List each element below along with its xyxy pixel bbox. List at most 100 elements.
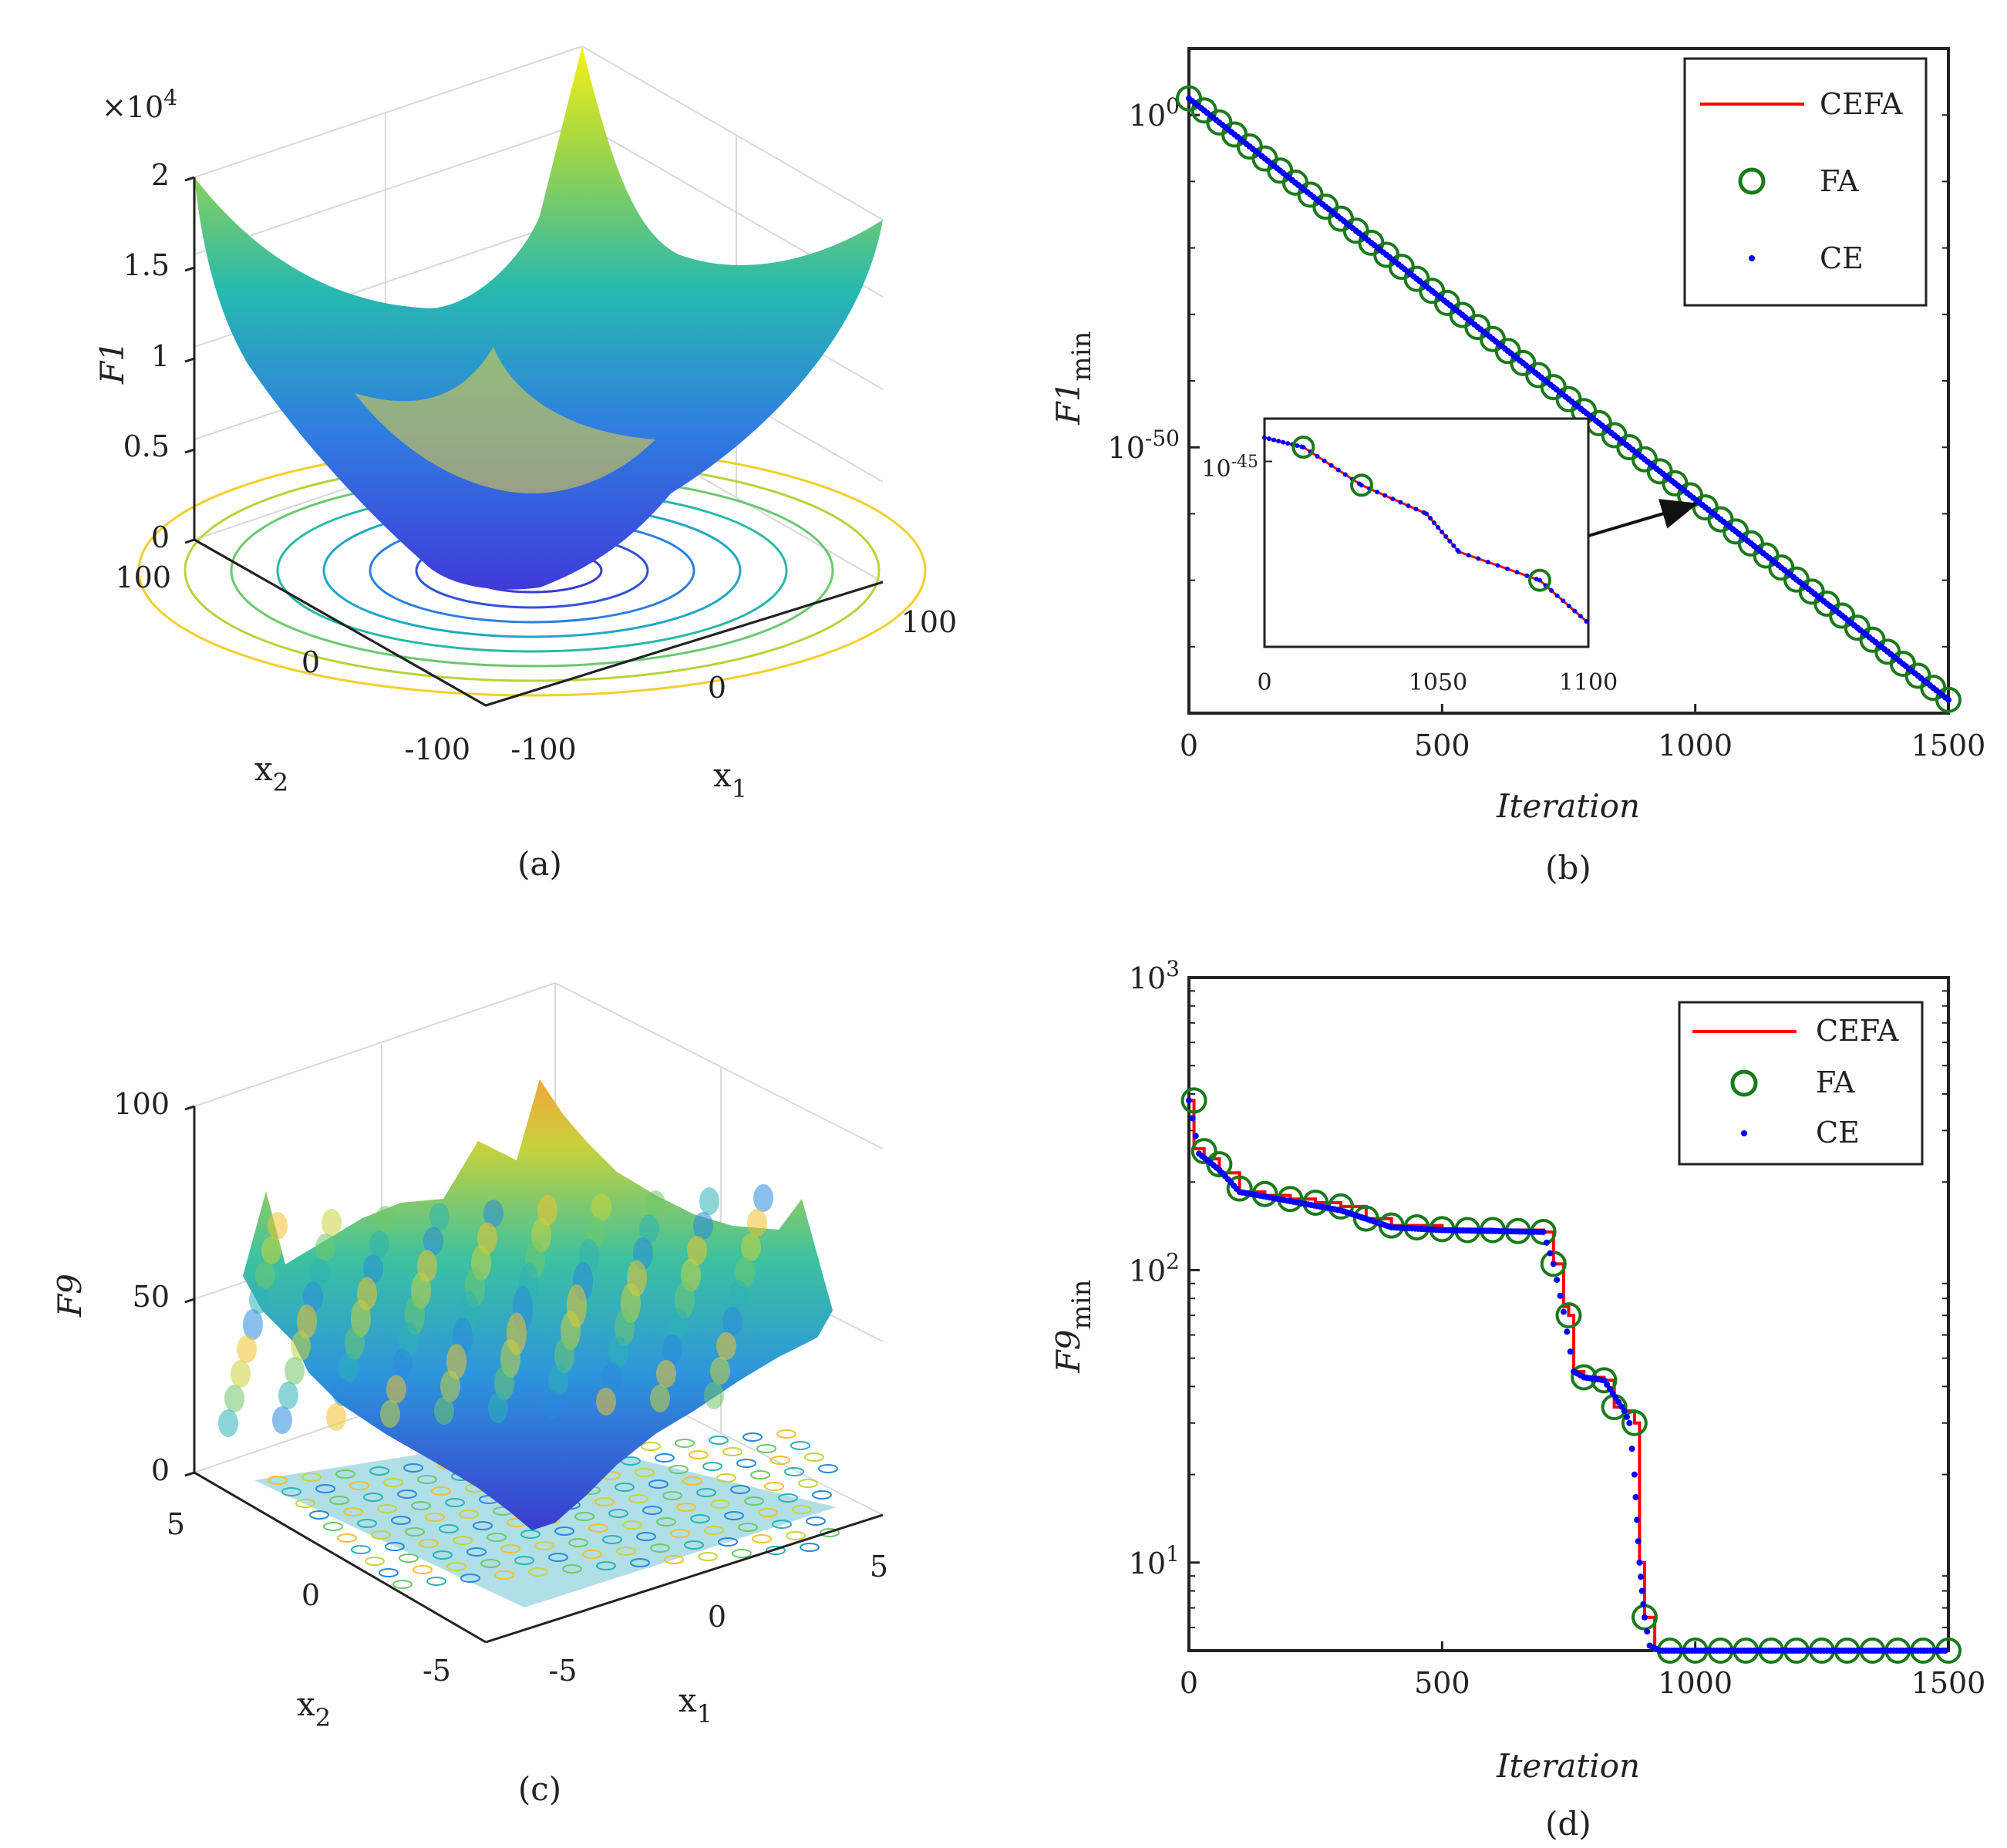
surface-f9-bump — [309, 1258, 329, 1286]
legend-d: CEFA FA CE — [1678, 1001, 1924, 1166]
surface-f9-bump — [716, 1332, 736, 1360]
inset-marker-ce-b — [1554, 593, 1560, 598]
series-marker-ce-d — [1554, 1277, 1561, 1284]
contour-ring-c — [554, 1527, 574, 1536]
contour-ring-c — [363, 1493, 383, 1502]
ztick-a-1: 0.5 — [123, 429, 170, 463]
surface-f9-bump — [687, 1236, 707, 1265]
inset-xtick-b-0: 0 — [1257, 669, 1271, 696]
panel-b: 0 500 1000 1500 100 10-50 Iteration F1min 10… — [1049, 47, 1985, 887]
contour-ring-c — [752, 1534, 772, 1543]
surface-f9-bump — [224, 1385, 244, 1412]
surface-f9-bump — [303, 1281, 323, 1312]
contour-ring-c — [459, 1510, 479, 1519]
inset-marker-ce-b — [1485, 559, 1490, 564]
x2tick-c-0: -5 — [423, 1654, 451, 1688]
surface-front-peak — [355, 347, 655, 493]
surface-f9-bump — [434, 1397, 454, 1425]
contour-ring-c — [460, 1574, 480, 1583]
surface-f9-bump — [650, 1385, 670, 1412]
contour-ring-c — [616, 1547, 636, 1556]
x2tick-a-2: 100 — [115, 560, 171, 594]
x1tick-c-1: 0 — [708, 1600, 726, 1634]
inset-marker-fa-b — [1291, 436, 1315, 459]
x1tick-a-1: 0 — [708, 671, 726, 705]
series-marker-ce-d — [1186, 1097, 1192, 1104]
ztick-a-4: 2 — [151, 158, 170, 192]
series-marker-ce-d — [1557, 1292, 1564, 1299]
ztick-c-2: 100 — [113, 1087, 170, 1121]
series-marker-ce-d — [1567, 1348, 1574, 1355]
contour-ring-c — [369, 1466, 389, 1476]
legend-marker-fa-b — [1738, 167, 1766, 195]
contour-ring-c — [528, 1567, 548, 1577]
surface-f9-bump — [272, 1406, 292, 1434]
contour-ring-c — [295, 1499, 315, 1508]
contour-ring-c — [743, 1432, 763, 1442]
contour-ring-c — [371, 1530, 391, 1540]
series-marker-fa-d — [1352, 1205, 1379, 1232]
inset-marker-ce-b — [1432, 520, 1437, 526]
inset-arrow-b — [1588, 499, 1699, 537]
series-marker-fa-b — [1935, 686, 1962, 713]
series-marker-ce-d — [1638, 1587, 1645, 1594]
exponent-label-a: ×104 — [102, 85, 177, 124]
series-marker-ce-d — [1638, 1574, 1645, 1580]
surface-f9-bump — [602, 1362, 622, 1392]
xtick-label-b-0: 0 — [1180, 729, 1198, 762]
legend-label-ce-b: CE — [1820, 241, 1864, 275]
contour-ring-c — [399, 1553, 419, 1563]
inset-marker-ce-b — [1466, 553, 1471, 558]
contour-ring-c — [439, 1524, 459, 1533]
legend-box-d — [1678, 1001, 1924, 1166]
contour-ring-c — [377, 1504, 397, 1513]
surface-f9-bump — [741, 1234, 761, 1261]
contour-ring-c — [636, 1532, 656, 1541]
surface-f9-bump — [542, 1391, 562, 1419]
ytick-label-b-0: 100 — [1129, 93, 1180, 133]
series-marker-ce-d — [1628, 1446, 1635, 1452]
surface-f9-bump — [237, 1335, 257, 1363]
surface-f9-bump — [285, 1357, 305, 1385]
surface-f9-bump — [423, 1227, 443, 1256]
series-marker-fa-d — [1180, 1087, 1207, 1114]
contour-ring-c — [309, 1510, 329, 1520]
contour-ring-c — [684, 1540, 704, 1550]
series-marker-fa-d — [1226, 1175, 1253, 1202]
contour-ring-c — [357, 1519, 377, 1528]
x1tick-c-2: 5 — [870, 1550, 888, 1584]
inset-marker-ce-b — [1566, 603, 1571, 608]
contour-ring-c — [431, 1486, 451, 1496]
contour-ring-c — [778, 1493, 798, 1503]
series-marker-ce-d — [1192, 1133, 1199, 1139]
series-marker-ce-b — [1945, 696, 1951, 703]
series-marker-ce-d — [1612, 1395, 1619, 1402]
inset-xtick-b-2: 1100 — [1559, 669, 1618, 696]
contour-ring-c — [335, 1469, 355, 1479]
surface-f9-bump — [662, 1335, 682, 1364]
inset-marker-ce-b — [1375, 490, 1380, 495]
contour-ring-c — [494, 1570, 514, 1580]
inset-marker-ce-b — [1447, 538, 1453, 544]
surface-f9-bump — [243, 1309, 263, 1340]
surface-f9-bump — [591, 1193, 611, 1221]
series-marker-ce-d — [1624, 1413, 1631, 1420]
inset-marker-ce-b — [1514, 570, 1520, 575]
inset-marker-ce-b — [1505, 566, 1510, 571]
contour-ring-c — [696, 1488, 716, 1497]
surface-f9-bump — [297, 1304, 317, 1338]
legend-b: CEFA FA CE — [1683, 57, 1928, 307]
inset-marker-ce-b — [1382, 493, 1388, 498]
legend-box-b — [1683, 57, 1928, 307]
contour-ring-c — [365, 1557, 385, 1566]
inset-marker-ce-b — [1406, 503, 1411, 508]
series-marker-ce-d — [1618, 1403, 1625, 1410]
inset-marker-ce-b — [1262, 435, 1267, 440]
surface-f9-bump — [380, 1400, 400, 1428]
inset-marker-ce-b — [1440, 530, 1445, 535]
yticks-b: 100 10-50 — [1108, 48, 1948, 714]
inset-b: 10-45 0 1050 1100 — [1201, 417, 1699, 696]
surface-f9-bump — [261, 1237, 281, 1264]
series-marker-ce-d — [1632, 1493, 1639, 1500]
series-marker-ce-d — [1634, 1516, 1641, 1523]
